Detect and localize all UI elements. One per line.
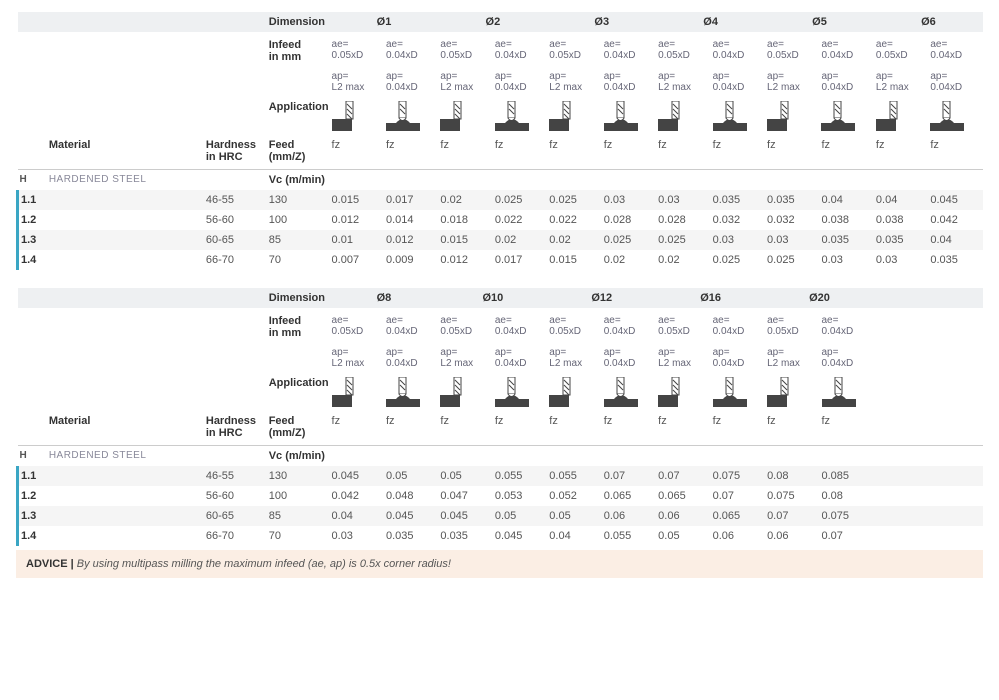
side-mill-icon <box>440 101 474 131</box>
advice-text: By using multipass milling the maximum i… <box>77 558 451 570</box>
table-row: 1.360-65850.040.0450.0450.050.050.060.06… <box>18 506 984 526</box>
application-row: Application <box>18 373 984 411</box>
application-row: Application <box>18 97 984 135</box>
ball-mill-icon <box>713 101 747 131</box>
material-header-row: HHARDENED STEELVc (m/min) <box>18 170 984 191</box>
infeed-ap-row: ap=L2 maxap=0.04xDap=L2 maxap=0.04xDap=L… <box>18 343 984 373</box>
table-row: 1.466-70700.030.0350.0350.0450.040.0550.… <box>18 526 984 546</box>
side-mill-icon <box>767 377 801 407</box>
table-row: 1.146-551300.0150.0170.020.0250.0250.030… <box>18 190 984 210</box>
ball-mill-icon <box>604 101 638 131</box>
ball-mill-icon <box>386 101 420 131</box>
feed-header-row: MaterialHardnessin HRCFeed (mm/Z)fzfzfzf… <box>18 135 984 170</box>
ball-mill-icon <box>821 101 855 131</box>
side-mill-icon <box>440 377 474 407</box>
table-row: 1.466-70700.0070.0090.0120.0170.0150.020… <box>18 250 984 270</box>
ball-mill-icon <box>713 377 747 407</box>
infeed-ap-row: ap=L2 maxap=0.04xDap=L2 maxap=0.04xDap=L… <box>18 67 984 97</box>
advice-label: ADVICE | <box>26 558 77 570</box>
side-mill-icon <box>332 101 366 131</box>
ball-mill-icon <box>495 377 529 407</box>
infeed-ae-row: Infeedin mmae=0.05xDae=0.04xDae=0.05xDae… <box>18 310 984 344</box>
ball-mill-icon <box>930 101 964 131</box>
table-row: 1.146-551300.0450.050.050.0550.0550.070.… <box>18 466 984 486</box>
table-row: 1.360-65850.010.0120.0150.020.020.0250.0… <box>18 230 984 250</box>
table-row: 1.256-601000.0420.0480.0470.0530.0520.06… <box>18 486 984 506</box>
feed-header-row: MaterialHardnessin HRCFeed (mm/Z)fzfzfzf… <box>18 411 984 446</box>
side-mill-icon <box>549 377 583 407</box>
cutting-data-table: DimensionØ1Ø2Ø3Ø4Ø5Ø6Infeedin mmae=0.05x… <box>16 12 983 270</box>
ball-mill-icon <box>386 377 420 407</box>
ball-mill-icon <box>495 101 529 131</box>
infeed-ae-row: Infeedin mmae=0.05xDae=0.04xDae=0.05xDae… <box>18 34 984 68</box>
side-mill-icon <box>767 101 801 131</box>
cutting-data-table: DimensionØ8Ø10Ø12Ø16Ø20Infeedin mmae=0.0… <box>16 288 983 546</box>
side-mill-icon <box>658 377 692 407</box>
side-mill-icon <box>549 101 583 131</box>
ball-mill-icon <box>822 377 856 407</box>
advice-note: ADVICE | By using multipass milling the … <box>16 550 983 578</box>
side-mill-icon <box>876 101 910 131</box>
side-mill-icon <box>332 377 366 407</box>
dimension-row: DimensionØ1Ø2Ø3Ø4Ø5Ø6 <box>18 12 984 34</box>
ball-mill-icon <box>604 377 638 407</box>
material-header-row: HHARDENED STEELVc (m/min) <box>18 446 984 467</box>
side-mill-icon <box>658 101 692 131</box>
table-row: 1.256-601000.0120.0140.0180.0220.0220.02… <box>18 210 984 230</box>
dimension-row: DimensionØ8Ø10Ø12Ø16Ø20 <box>18 288 984 310</box>
